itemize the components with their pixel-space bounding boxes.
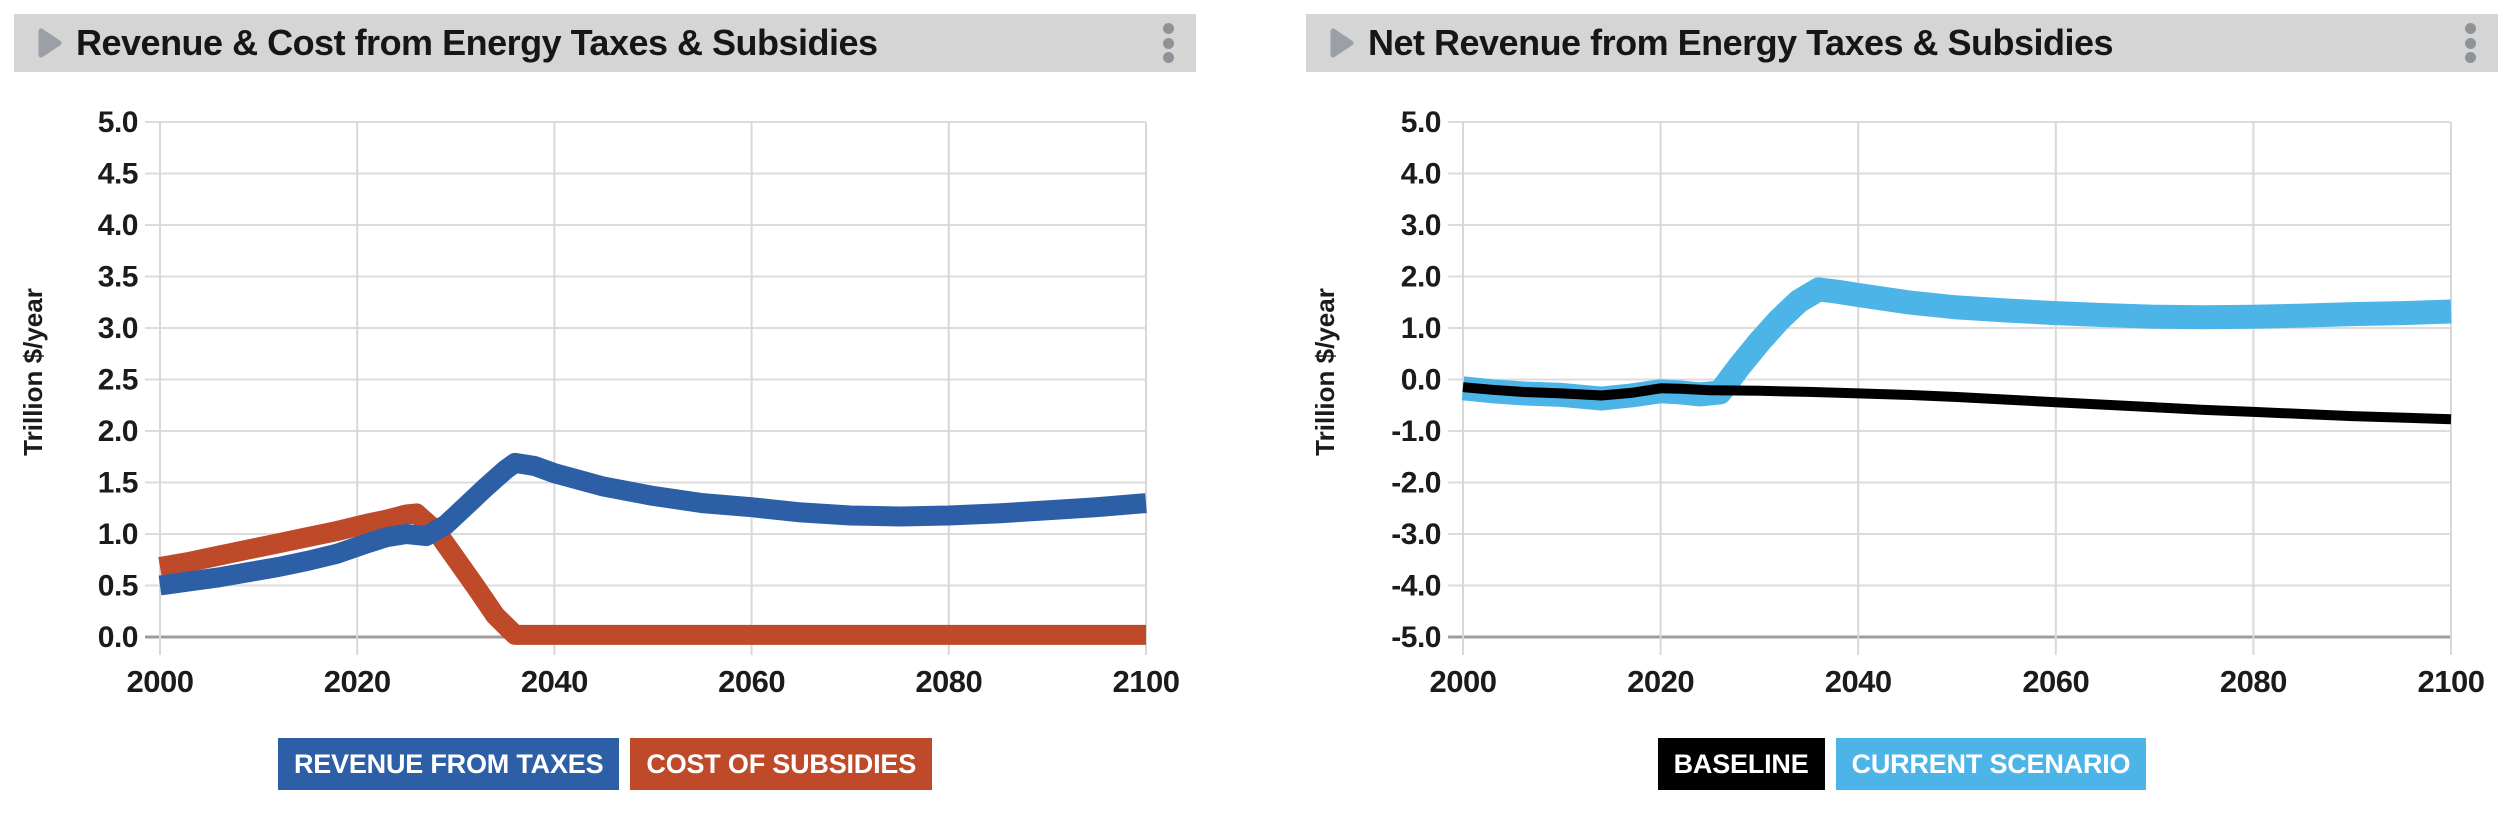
series-line-baseline [1462,382,2452,425]
y-tick-label: 4.5 [98,158,138,191]
chart-title: Net Revenue from Energy Taxes & Subsidie… [1368,22,2114,63]
y-tick-label: -5.0 [1391,621,1441,654]
x-tick-label: 2100 [2418,664,2485,699]
y-axis-title: Trillion $/year [18,288,48,456]
series-line-current-scenario [1461,277,2452,411]
y-tick-label: 2.0 [1401,261,1441,294]
legend-badge-revenue-from-taxes: REVENUE FROM TAXES [277,738,620,790]
y-tick-label: -2.0 [1391,467,1441,500]
legend-badge-baseline: BASELINE [1657,738,1825,790]
x-tick-label: 2040 [521,664,588,699]
chart-title: Revenue & Cost from Energy Taxes & Subsi… [76,22,878,63]
y-tick-label: 1.0 [1401,312,1441,345]
y-tick-label: 4.0 [1401,158,1441,191]
y-tick-label: 0.5 [98,570,138,603]
legend-badge-current-scenario: CURRENT SCENARIO [1835,738,2147,790]
y-tick-label: 2.5 [98,364,138,397]
net-revenue-chart: -5.0 -4.0 -3.0 -2.0 -1.0 0.0 1.0 2.0 3.0 4.0 5.0 20… [1310,106,2485,699]
y-tick-label: 5.0 [1401,106,1441,139]
collapse-triangle-icon[interactable] [1330,28,1354,58]
x-tick-label: 2080 [2220,664,2287,699]
x-tick-label: 2000 [127,664,194,699]
chart-card-net-revenue: Net Revenue from Energy Taxes & Subsidie… [1306,14,2498,810]
x-tick-label: 2080 [915,664,982,699]
x-tick-label: 2100 [1113,664,1180,699]
x-tick-label: 2000 [1430,664,1497,699]
x-tick-label: 2060 [718,664,785,699]
collapse-triangle-icon[interactable] [38,28,62,58]
x-tick-label: 2020 [1627,664,1694,699]
chart-header-revenue-cost[interactable]: Revenue & Cost from Energy Taxes & Subsi… [14,14,1196,72]
y-tick-label: 5.0 [98,106,138,139]
legend-revenue-cost: REVENUE FROM TAXES COST OF SUBSIDIES [14,738,1196,790]
y-axis-title: Trillion $/year [1310,288,1340,456]
y-tick-label: 3.5 [98,261,138,294]
series-line-cost-of-subsidies [158,503,1146,645]
y-tick-label: 4.0 [98,209,138,242]
x-tick-label: 2040 [1825,664,1892,699]
y-tick-label: 0.0 [1401,364,1441,397]
y-tick-label: 0.0 [98,621,138,654]
y-tick-label: 1.5 [98,467,138,500]
x-tick-label: 2020 [324,664,391,699]
y-tick-label: -1.0 [1391,415,1441,448]
y-tick-label: 3.0 [98,312,138,345]
y-tick-label: -3.0 [1391,518,1441,551]
legend-net-revenue: BASELINE CURRENT SCENARIO [1306,738,2498,790]
chart-menu-kebab-icon[interactable] [1162,23,1174,63]
y-tick-label: -4.0 [1391,570,1441,603]
chart-card-revenue-cost: Revenue & Cost from Energy Taxes & Subsi… [14,14,1196,810]
y-tick-label: 1.0 [98,518,138,551]
legend-badge-cost-of-subsidies: COST OF SUBSIDIES [630,738,933,790]
chart-header-net-revenue[interactable]: Net Revenue from Energy Taxes & Subsidie… [1306,14,2498,72]
chart-menu-kebab-icon[interactable] [2464,23,2476,63]
y-tick-label: 3.0 [1401,209,1441,242]
x-tick-label: 2060 [2022,664,2089,699]
y-tick-label: 2.0 [98,415,138,448]
series-line-revenue-from-taxes [158,452,1147,596]
revenue-cost-chart: 0.0 0.5 1.0 1.5 2.0 2.5 3.0 3.5 4.0 4.5 5.0 2000 202… [18,106,1180,699]
